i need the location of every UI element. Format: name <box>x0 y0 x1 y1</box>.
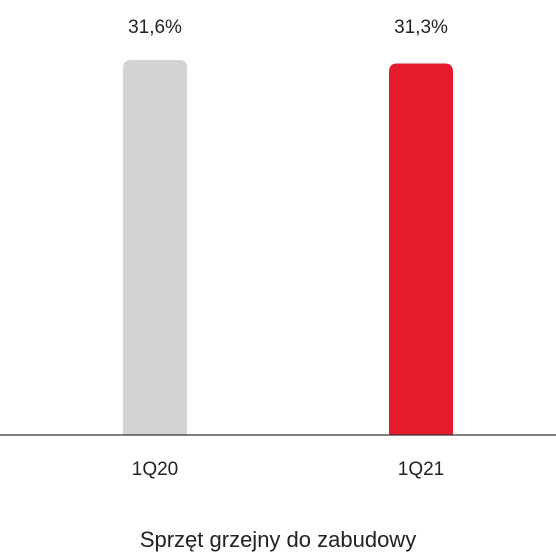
bar <box>123 60 187 435</box>
value-label: 31,6% <box>128 17 182 38</box>
x-tick-label: 1Q20 <box>132 459 178 480</box>
bar <box>389 63 453 436</box>
x-tick-label: 1Q21 <box>398 459 444 480</box>
chart-title: Sprzęt grzejny do zabudowy <box>140 527 416 552</box>
value-label: 31,3% <box>394 17 448 38</box>
